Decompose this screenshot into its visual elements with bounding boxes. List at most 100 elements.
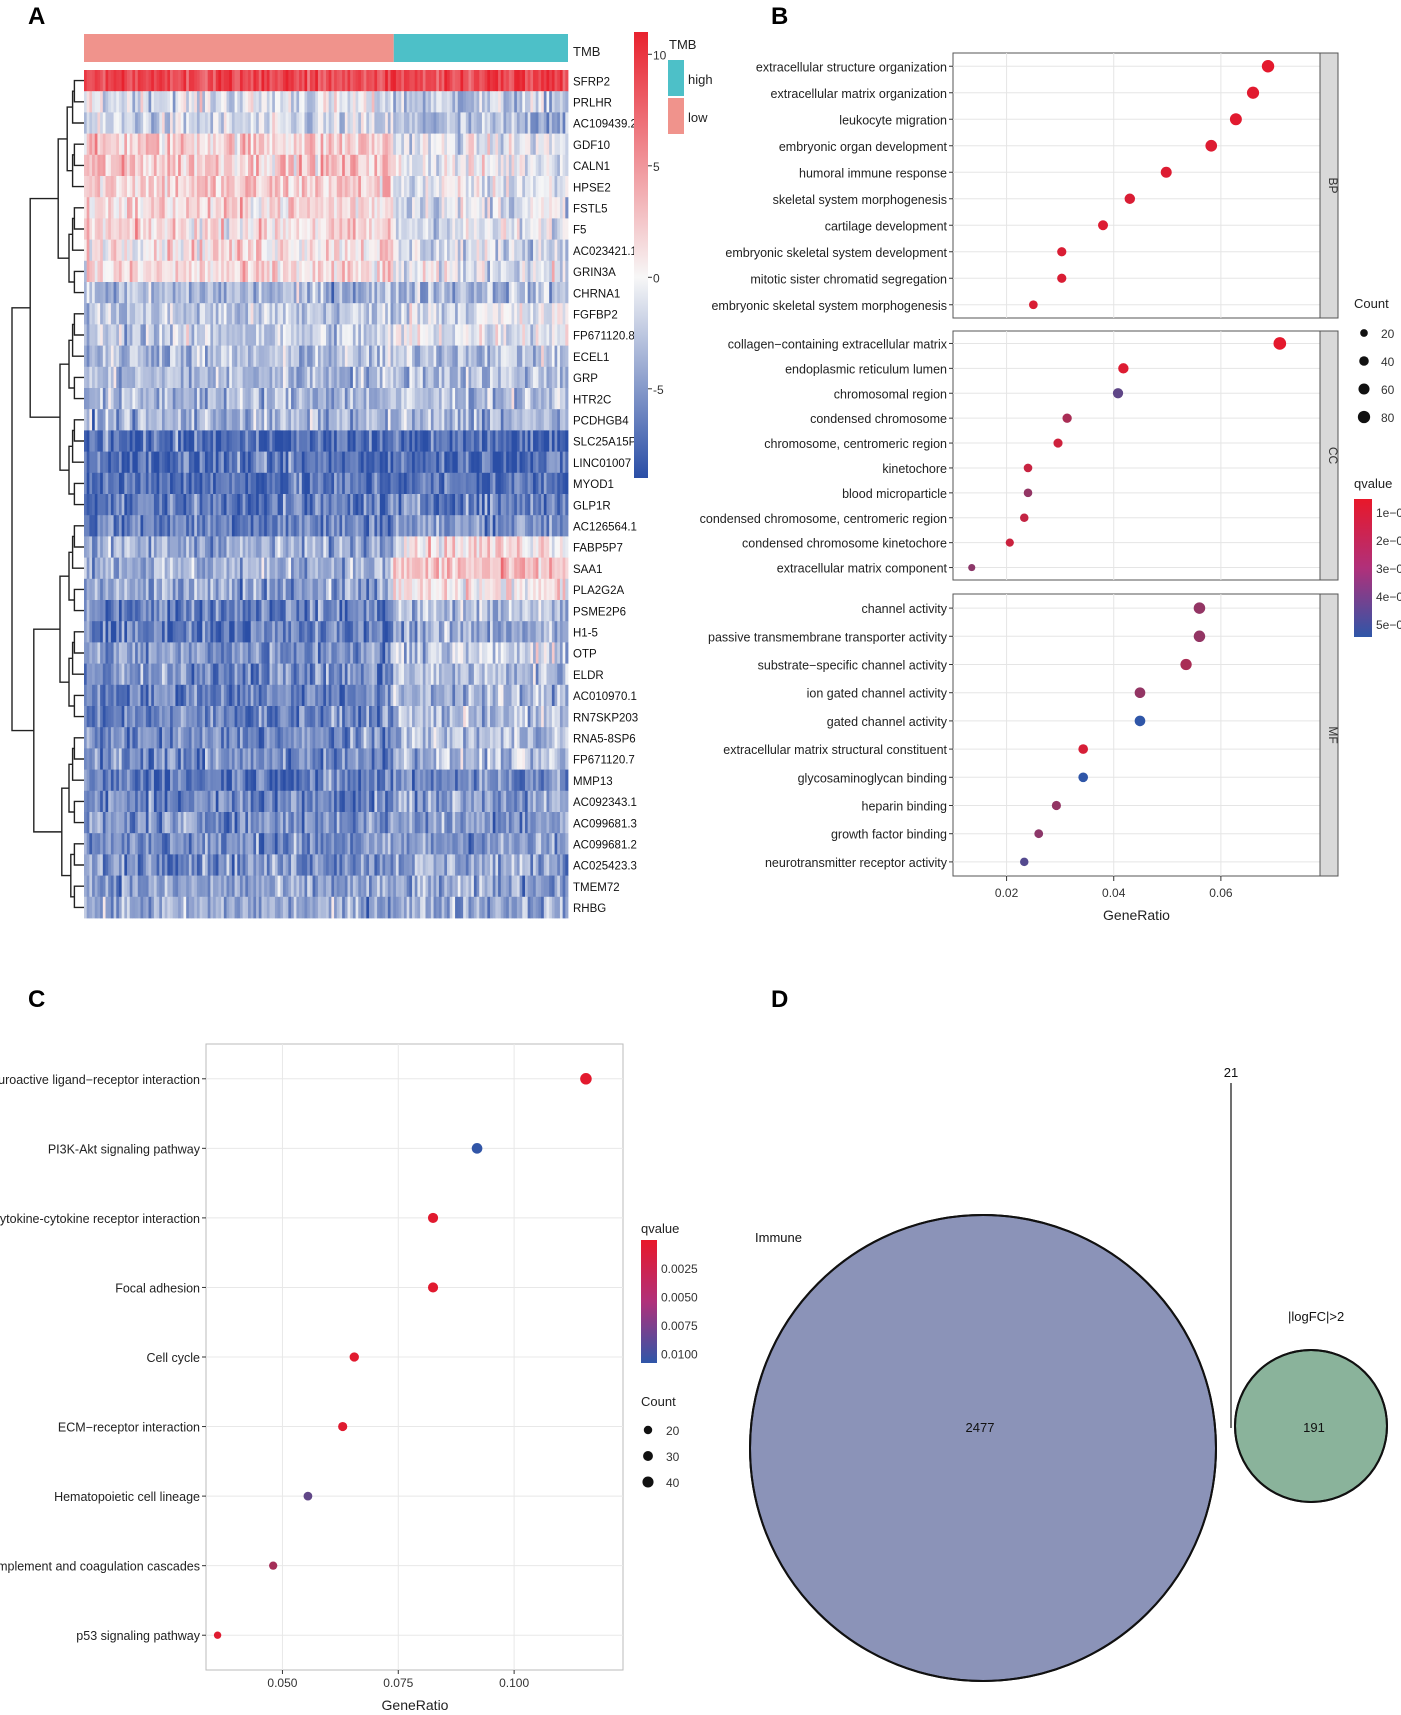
heatmap-cell <box>323 578 327 601</box>
heatmap-cell <box>506 515 510 537</box>
heatmap-cell <box>387 388 391 410</box>
heatmap-cell <box>463 303 467 325</box>
heatmap-cell <box>202 642 206 664</box>
heatmap-cell <box>549 112 553 134</box>
heatmap-cell <box>132 430 136 452</box>
heatmap-cell <box>282 578 287 601</box>
heatmap-cell <box>471 600 475 622</box>
heatmap-cell <box>468 600 472 622</box>
heatmap-cell <box>487 91 491 113</box>
heatmap-cell <box>261 494 265 516</box>
heatmap-cell <box>355 494 359 516</box>
heatmap-cell <box>460 494 464 516</box>
heatmap-cell <box>196 642 201 664</box>
heatmap-cell <box>473 515 477 537</box>
heatmap-cell <box>420 133 424 156</box>
heatmap-cell <box>210 176 214 198</box>
heatmap-cell <box>428 345 432 368</box>
heatmap-cell <box>543 324 547 346</box>
heatmap-cell <box>412 324 416 346</box>
heatmap-cell <box>86 197 90 219</box>
heatmap-cell <box>355 366 359 389</box>
heatmap-cell <box>97 154 101 177</box>
heatmap-cell <box>170 494 174 516</box>
heatmap-cell <box>430 366 434 389</box>
heatmap-cell <box>511 600 515 622</box>
heatmap-cell <box>387 430 391 452</box>
heatmap-cell <box>172 642 176 664</box>
heatmap-cell <box>161 133 166 156</box>
heatmap-cell <box>471 536 475 558</box>
heatmap-cell <box>105 515 109 537</box>
heatmap-cell <box>248 218 252 240</box>
heatmap-cell <box>272 133 276 156</box>
heatmap-cell <box>191 239 195 262</box>
heatmap-cell <box>412 239 416 262</box>
heatmap-cell <box>92 70 96 92</box>
heatmap-cell <box>352 621 356 643</box>
heatmap-cell <box>479 557 483 580</box>
heatmap-cell <box>498 282 502 304</box>
heatmap-cell <box>215 324 219 346</box>
heatmap-cell <box>186 494 190 516</box>
heatmap-cell <box>379 515 383 537</box>
heatmap-cell <box>261 239 265 262</box>
heatmap-cell <box>565 176 569 198</box>
heatmap-cell <box>463 430 467 452</box>
heatmap-cell <box>196 197 201 219</box>
heatmap-cell <box>140 578 144 601</box>
heatmap-cell <box>495 324 499 346</box>
heatmap-cell <box>234 239 238 262</box>
heatmap-cell <box>549 557 553 580</box>
heatmap-cell <box>519 557 523 580</box>
heatmap-cell <box>430 642 434 664</box>
heatmap-cell <box>535 366 539 389</box>
heatmap-cell <box>210 197 214 219</box>
heatmap-cell <box>390 260 394 283</box>
heatmap-cell <box>455 621 459 643</box>
heatmap-cell <box>145 282 149 304</box>
heatmap-cell <box>301 282 305 304</box>
heatmap-cell <box>242 494 246 516</box>
heatmap-cell <box>102 282 106 304</box>
heatmap-cell <box>557 388 561 410</box>
heatmap-cell <box>339 260 343 283</box>
heatmap-cell <box>487 282 491 304</box>
heatmap-cell <box>401 557 405 580</box>
heatmap-cell <box>156 578 160 601</box>
heatmap-cell <box>245 430 249 452</box>
heatmap-cell <box>135 536 139 558</box>
heatmap-cell <box>100 197 104 219</box>
heatmap-cell <box>199 557 203 580</box>
heatmap-cell <box>541 536 545 558</box>
heatmap-cell <box>479 176 483 198</box>
heatmap-cell <box>463 260 467 283</box>
heatmap-cell <box>541 557 545 580</box>
heatmap-cell <box>250 472 254 495</box>
heatmap-cell <box>272 494 276 516</box>
heatmap-cell <box>543 409 547 431</box>
heatmap-cell <box>339 451 343 474</box>
heatmap-cell <box>92 197 96 219</box>
heatmap-cell <box>215 366 219 389</box>
heatmap-cell <box>484 176 488 198</box>
heatmap-cell <box>84 557 88 580</box>
heatmap-cell <box>358 154 362 177</box>
heatmap-cell <box>145 366 149 389</box>
heatmap-cell <box>159 451 163 474</box>
heatmap-cell <box>207 621 211 643</box>
heatmap-cell <box>420 345 424 368</box>
heatmap-cell <box>538 197 542 219</box>
heatmap-cell <box>137 494 141 516</box>
heatmap-cell <box>143 515 147 537</box>
heatmap-cell <box>118 430 123 452</box>
heatmap-cell <box>239 260 244 283</box>
heatmap-cell <box>430 154 434 177</box>
heatmap-cell <box>425 472 429 495</box>
heatmap-cell <box>188 621 192 643</box>
heatmap-cell <box>210 557 214 580</box>
heatmap-cell <box>239 70 244 92</box>
heatmap-cell <box>538 494 542 516</box>
heatmap-cell <box>167 536 171 558</box>
heatmap-cell <box>406 260 410 283</box>
